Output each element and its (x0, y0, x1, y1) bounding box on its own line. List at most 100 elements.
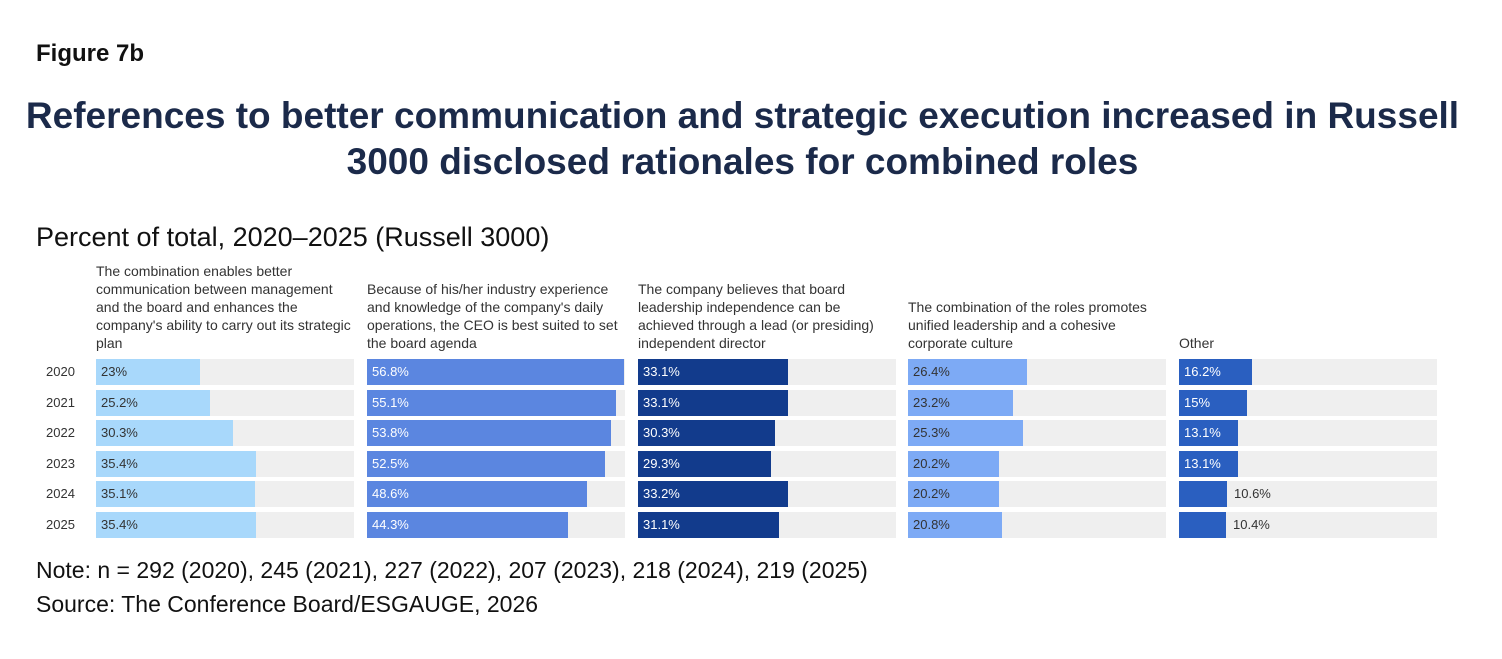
bar-track: 33.1% (638, 389, 896, 416)
bar (908, 481, 999, 507)
chart-source: Source: The Conference Board/ESGAUGE, 20… (36, 591, 539, 617)
bar-track: 52.5% (367, 450, 625, 477)
bar-track: 30.3% (96, 420, 354, 446)
bar (367, 481, 587, 507)
data-label: 23.2% (913, 394, 950, 410)
data-label: 52.5% (372, 455, 409, 471)
bar (1179, 420, 1238, 446)
series-header: Because of his/her industry experience a… (367, 281, 618, 351)
bar-track: 35.1% (96, 481, 354, 507)
bar-track: 35.4% (96, 450, 354, 477)
bar-track: 23% (96, 359, 354, 385)
chart-note: Note: n = 292 (2020), 245 (2021), 227 (2… (36, 557, 868, 583)
bar-track: 53.8% (367, 420, 625, 446)
bar (638, 420, 775, 446)
bar-track: 31.1% (638, 511, 896, 538)
bar (908, 511, 1002, 538)
bar (1179, 450, 1238, 477)
bar-track: 10.6% (1179, 481, 1437, 507)
bar (367, 359, 624, 385)
bar-track: 55.1% (367, 389, 625, 416)
data-label: 35.4% (101, 455, 138, 471)
data-label: 33.1% (643, 364, 680, 379)
bar-track: 20.8% (908, 511, 1166, 538)
bar-track: 10.4% (1179, 511, 1437, 538)
bar-track: 35.4% (96, 511, 354, 538)
bar (367, 389, 616, 416)
data-label: 20.8% (913, 516, 950, 532)
bar-track: 15% (1179, 389, 1437, 416)
bar (96, 359, 200, 385)
bar (638, 450, 771, 477)
bar-track: 23.2% (908, 389, 1166, 416)
series-header: The combination of the roles promotes un… (908, 299, 1147, 351)
series-header: The company believes that board leadersh… (638, 281, 874, 351)
bar (1179, 511, 1226, 538)
year-label: 2025 (46, 516, 75, 532)
data-label: 35.4% (101, 516, 138, 532)
bar (96, 389, 210, 416)
data-label: 10.4% (1233, 516, 1270, 532)
data-label: 33.2% (643, 486, 680, 501)
data-label: 26.4% (913, 364, 950, 379)
data-label: 35.1% (101, 486, 138, 501)
data-label: 30.3% (101, 425, 138, 440)
bar (908, 420, 1023, 446)
bar-track: 33.2% (638, 481, 896, 507)
data-label: 44.3% (372, 516, 409, 532)
bar (367, 420, 611, 446)
bar (908, 359, 1027, 385)
bar-track: 20.2% (908, 450, 1166, 477)
bar (1179, 481, 1227, 507)
data-label: 33.1% (643, 394, 680, 410)
bar (908, 389, 1013, 416)
year-label: 2024 (46, 486, 75, 501)
data-label: 20.2% (913, 486, 950, 501)
data-label: 23% (101, 364, 128, 379)
series-header: The combination enables better communica… (96, 263, 351, 351)
series-header: Other (1179, 335, 1215, 351)
bar-track: 30.3% (638, 420, 896, 446)
year-label: 2020 (46, 364, 75, 379)
bar (1179, 389, 1247, 416)
data-label: 55.1% (372, 394, 409, 410)
bar (367, 511, 568, 538)
bar (367, 450, 605, 477)
bar (638, 389, 788, 416)
bar (638, 481, 788, 507)
bar-track: 44.3% (367, 511, 625, 538)
bar-track: 48.6% (367, 481, 625, 507)
data-label: 53.8% (372, 425, 409, 440)
year-label: 2021 (46, 394, 75, 410)
bar (96, 420, 233, 446)
bar-track: 25.3% (908, 420, 1166, 446)
data-label: 25.3% (913, 425, 950, 440)
data-label: 30.3% (643, 425, 680, 440)
data-label: 29.3% (643, 455, 680, 471)
bar-track: 29.3% (638, 450, 896, 477)
bar-track: 26.4% (908, 359, 1166, 385)
bar-track: 56.8% (367, 359, 625, 385)
data-label: 13.1% (1184, 425, 1221, 440)
bar (1179, 359, 1252, 385)
bar (638, 511, 779, 538)
data-label: 13.1% (1184, 455, 1221, 471)
year-label: 2022 (46, 425, 75, 440)
bar-track: 13.1% (1179, 450, 1437, 477)
bar-track: 25.2% (96, 389, 354, 416)
bar-track: 20.2% (908, 481, 1166, 507)
data-label: 16.2% (1184, 364, 1221, 379)
data-label: 48.6% (372, 486, 409, 501)
data-label: 25.2% (101, 394, 138, 410)
bar-track: 33.1% (638, 359, 896, 385)
chart-subtitle: Percent of total, 2020–2025 (Russell 300… (36, 222, 550, 252)
data-label: 10.6% (1234, 486, 1271, 501)
data-label: 15% (1184, 394, 1211, 410)
bar (638, 359, 788, 385)
year-label: 2023 (46, 455, 75, 471)
bar (96, 450, 256, 477)
bar (908, 450, 999, 477)
bar-track: 13.1% (1179, 420, 1437, 446)
chart-title: References to better communication and s… (25, 95, 1460, 182)
bar (96, 481, 255, 507)
